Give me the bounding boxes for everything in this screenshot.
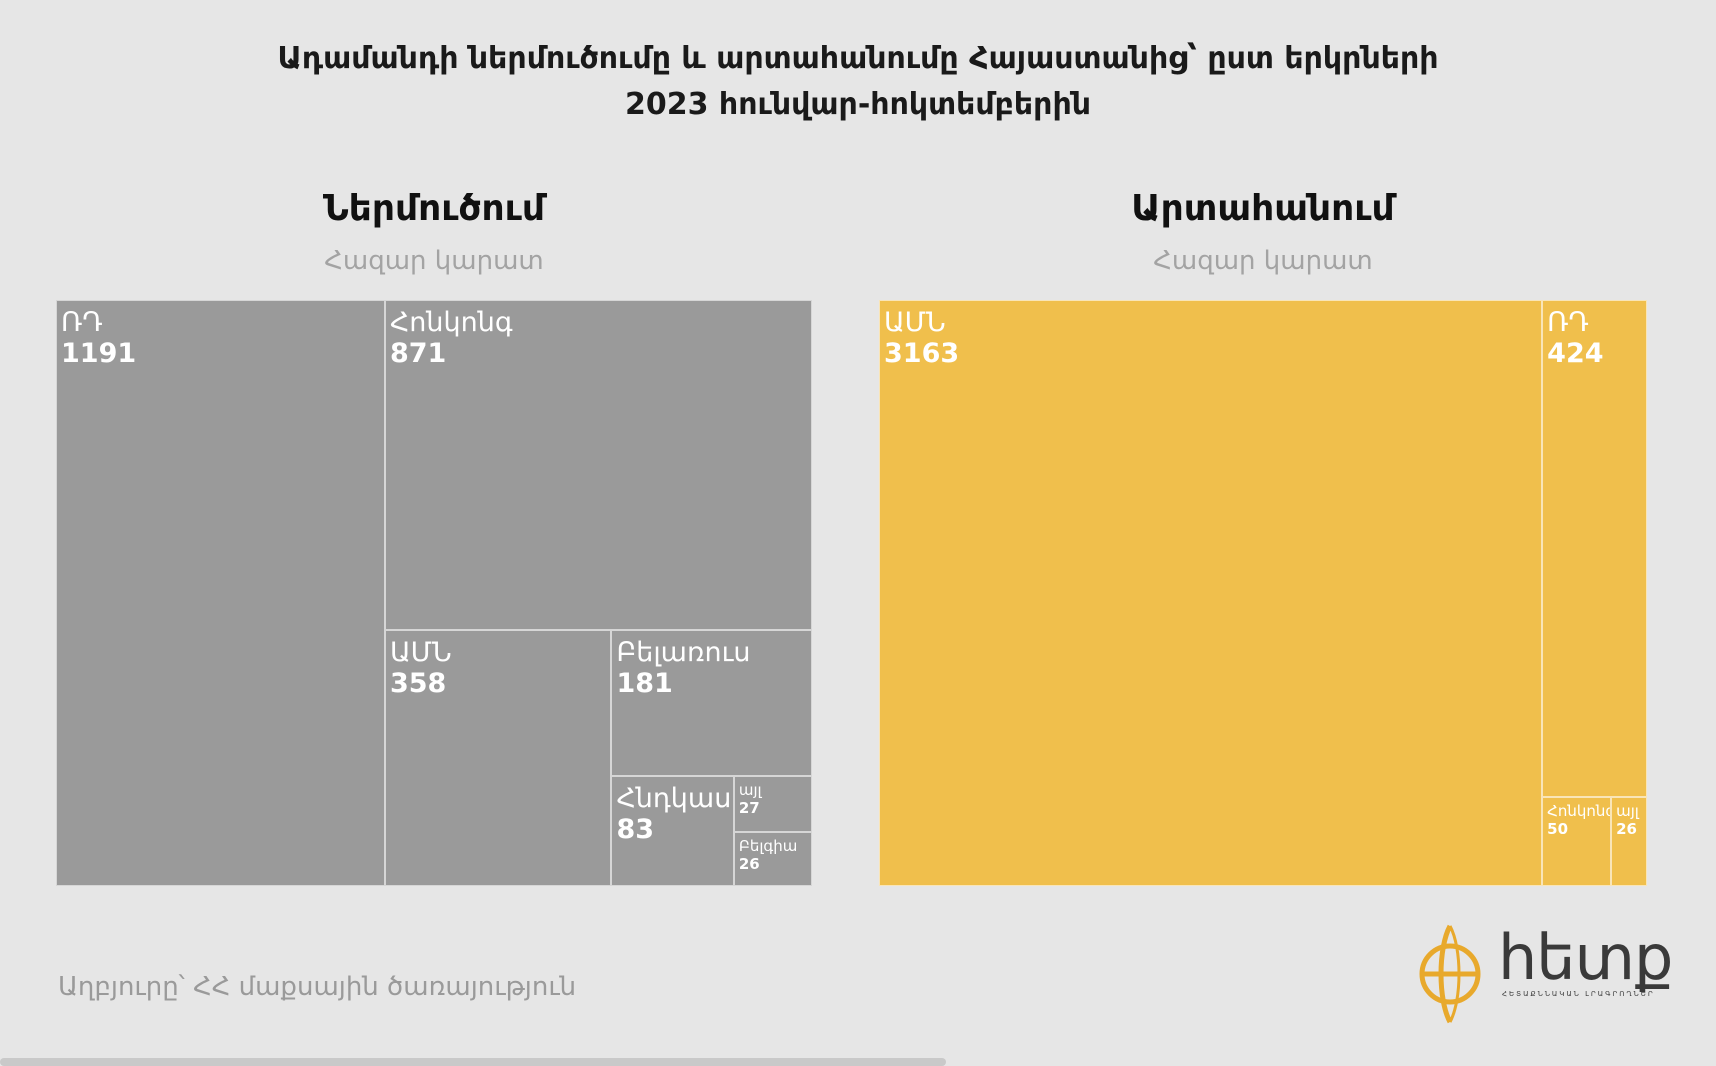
logo-wordmark: հետք [1498,921,1673,994]
imports-treemap: ՌԴ1191Հոնկոնգ871ԱՄՆ358Բելառուս181Հնդկաստ… [56,300,812,886]
exports-tile-value: 3163 [884,338,960,369]
exports-tile: ԱՄՆ 3163 [879,300,1543,886]
exports-unit: Հազար կարատ [1153,246,1373,276]
exports-tile-value: 26 [1616,819,1637,838]
exports-tile: այլ 26 [1611,796,1647,886]
imports-tile: Հնդկաստան83 [611,776,734,886]
imports-tile: այլ 27 [733,776,812,833]
imports-tile-label: Հնդկաստան [616,783,732,815]
imports-tile-label: այլ [738,781,762,800]
exports-title: Արտահանում [1131,188,1395,229]
imports-tile: Հոնկոնգ 871 [384,300,812,631]
imports-tile-value: 26 [738,855,760,874]
imports-tile-value: 27 [738,799,760,818]
imports-tile-label: ՌԴ [61,307,103,338]
source-note: Աղբյուրը՝ ՀՀ մաքսային ծառայություն [58,972,577,1002]
logo-tagline: ՀԵՏԱՔՆՆԱԿԱՆ ԼՐԱԳՐՈՂՆԵՐ [1502,990,1655,998]
imports-tile-value: 871 [389,338,447,369]
globe-logo-icon [1419,924,1481,1024]
imports-tile-value: 181 [616,668,673,700]
imports-tile-value: 83 [616,814,655,846]
chart-title: Ադամանդի ներմուծումը և արտահանումը Հայաս… [0,36,1716,128]
exports-tile-label: Հոնկոնգ [1547,801,1612,820]
exports-tile-value: 424 [1547,338,1604,369]
hetq-logo: հետք ՀԵՏԱՔՆՆԱԿԱՆ ԼՐԱԳՐՈՂՆԵՐ [1416,918,1673,1026]
imports-tile: Բելգիա 26 [733,832,812,886]
horizontal-scrollbar[interactable] [0,1058,946,1066]
exports-tile: ՌԴ 424 [1542,300,1647,797]
imports-tile: ԱՄՆ 358 [384,630,612,886]
exports-tile-label: ՌԴ [1547,307,1589,338]
imports-unit: Հազար կարատ [324,246,544,276]
imports-tile: Բելառուս 181 [611,630,812,777]
exports-treemap: ԱՄՆ 3163 ՌԴ 424 Հոնկոնգ 50 այլ 26 [879,300,1647,886]
exports-tile-value: 50 [1547,819,1569,838]
imports-tile-label: Հոնկոնգ [389,307,513,338]
imports-tile-label: Բելգիա [738,837,798,856]
exports-tile: Հոնկոնգ 50 [1542,796,1612,886]
imports-tile-label: Բելառուս [616,637,751,669]
imports-tile-value: 358 [389,668,447,700]
exports-tile-label: այլ [1616,801,1639,820]
imports-title: Ներմուծում [323,188,545,229]
imports-tile-value: 1191 [61,338,137,369]
imports-tile-label: ԱՄՆ [389,637,452,669]
imports-tile: ՌԴ 1191 [56,300,385,886]
exports-tile-label: ԱՄՆ [884,307,946,338]
chart-title-line1: Ադամանդի ներմուծումը և արտահանումը Հայաս… [277,41,1439,76]
chart-title-line2: 2023 հունվար-հոկտեմբերին [624,87,1091,122]
